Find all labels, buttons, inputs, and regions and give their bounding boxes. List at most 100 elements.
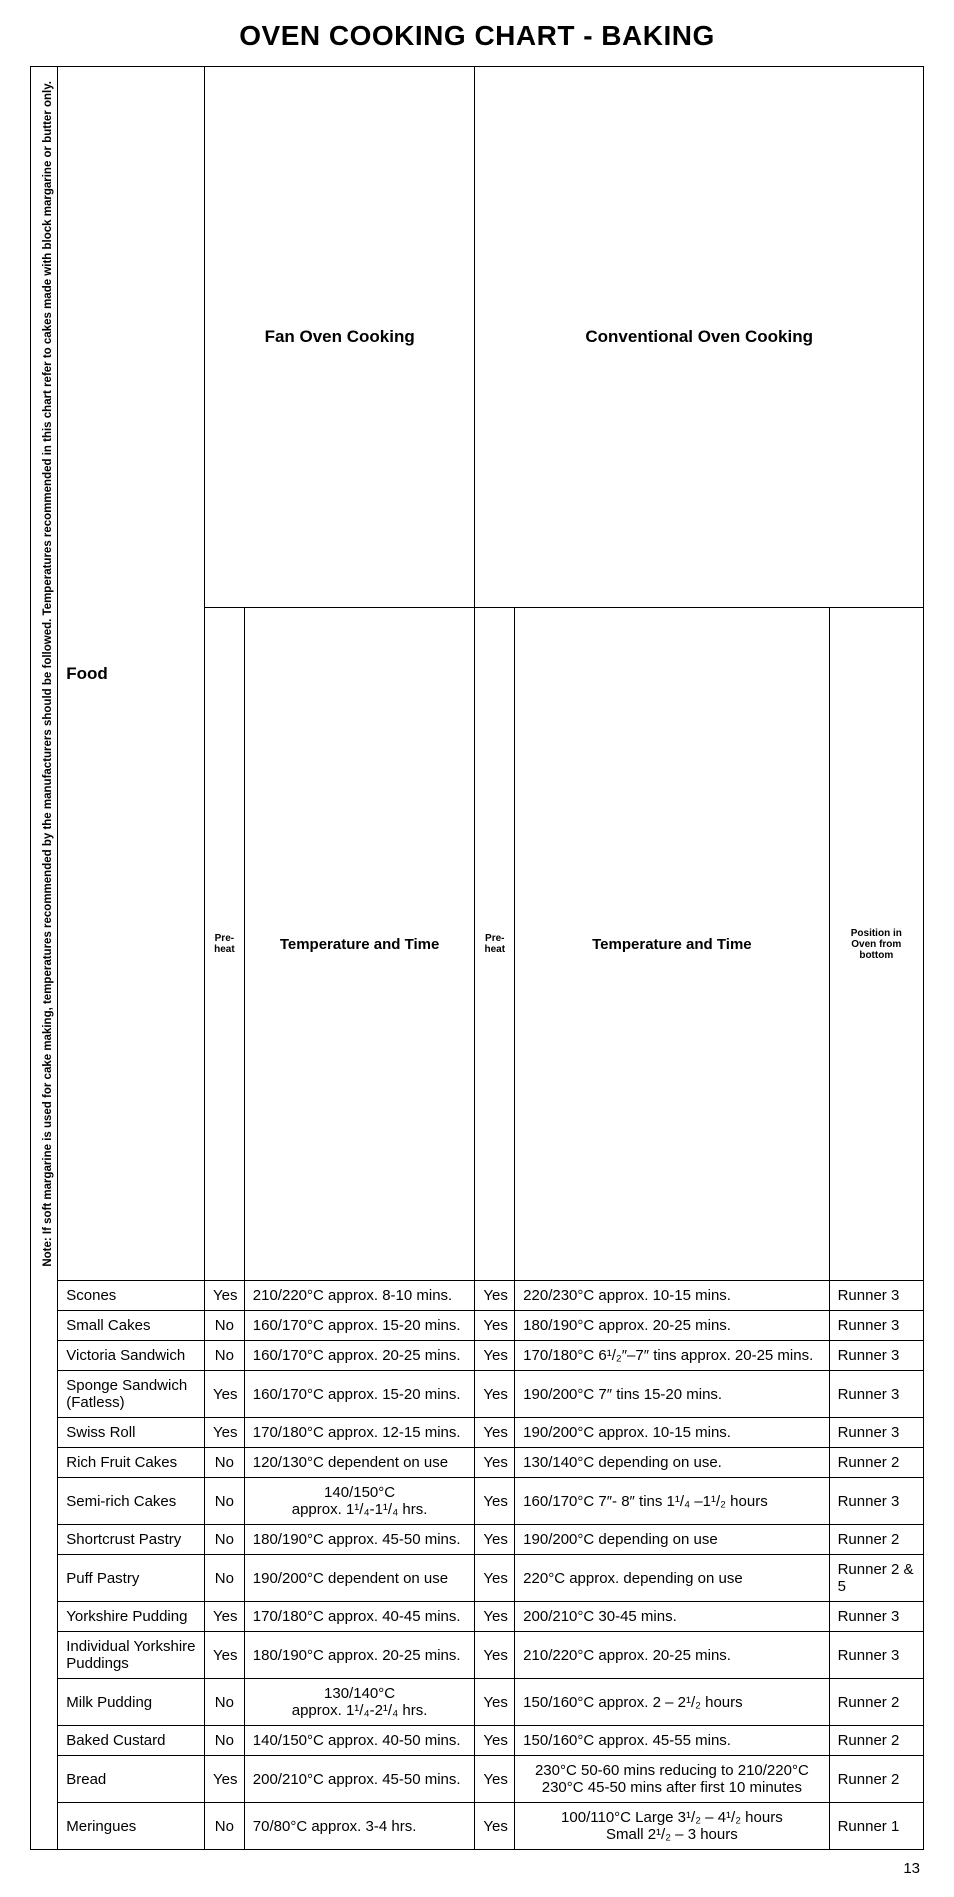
- cell-tt-fan: 160/170°C approx. 20-25 mins.: [244, 1341, 475, 1371]
- table-body: SconesYes210/220°C approx. 8-10 mins.Yes…: [31, 1281, 924, 1850]
- col-temptime-fan: Temperature and Time: [244, 608, 475, 1281]
- col-preheat-fan: Pre-heat: [204, 608, 244, 1281]
- baking-chart-table: Note: If soft margarine is used for cake…: [30, 66, 924, 1850]
- cell-pre-fan: No: [204, 1803, 244, 1850]
- cell-pos: Runner 2: [829, 1679, 923, 1726]
- page-number: 13: [30, 1860, 924, 1877]
- cell-pre-fan: Yes: [204, 1281, 244, 1311]
- cell-tt-fan: 180/190°C approx. 20-25 mins.: [244, 1632, 475, 1679]
- cell-pre-fan: Yes: [204, 1632, 244, 1679]
- cell-tt-fan: 160/170°C approx. 15-20 mins.: [244, 1371, 475, 1418]
- cell-pre-conv: Yes: [475, 1679, 515, 1726]
- cell-pre-fan: Yes: [204, 1371, 244, 1418]
- cell-pos: Runner 2: [829, 1448, 923, 1478]
- cell-pre-conv: Yes: [475, 1602, 515, 1632]
- cell-pre-conv: Yes: [475, 1478, 515, 1525]
- cell-tt-fan: 180/190°C approx. 45-50 mins.: [244, 1525, 475, 1555]
- cell-pos: Runner 3: [829, 1341, 923, 1371]
- cell-pre-fan: Yes: [204, 1418, 244, 1448]
- table-row: Yorkshire PuddingYes170/180°C approx. 40…: [31, 1602, 924, 1632]
- hdr-fan: Fan Oven Cooking: [204, 67, 474, 608]
- cell-pre-fan: No: [204, 1448, 244, 1478]
- cell-food: Semi-rich Cakes: [58, 1478, 205, 1525]
- cell-pre-conv: Yes: [475, 1311, 515, 1341]
- cell-tt-conv: 190/200°C depending on use: [515, 1525, 829, 1555]
- table-row: Swiss RollYes170/180°C approx. 12-15 min…: [31, 1418, 924, 1448]
- cell-pre-fan: No: [204, 1525, 244, 1555]
- col-temptime-conv: Temperature and Time: [515, 608, 829, 1281]
- cell-pre-conv: Yes: [475, 1726, 515, 1756]
- cell-food: Sponge Sandwich (Fatless): [58, 1371, 205, 1418]
- cell-tt-fan: 200/210°C approx. 45-50 mins.: [244, 1756, 475, 1803]
- cell-pre-fan: No: [204, 1555, 244, 1602]
- cell-pos: Runner 3: [829, 1371, 923, 1418]
- table-row: Small CakesNo160/170°C approx. 15-20 min…: [31, 1311, 924, 1341]
- col-preheat-conv: Pre-heat: [475, 608, 515, 1281]
- cell-tt-fan: 70/80°C approx. 3-4 hrs.: [244, 1803, 475, 1850]
- table-row: Sponge Sandwich (Fatless)Yes160/170°C ap…: [31, 1371, 924, 1418]
- note-cell: Note: If soft margarine is used for cake…: [31, 67, 58, 1281]
- hdr-conv: Conventional Oven Cooking: [475, 67, 924, 608]
- cell-pos: Runner 3: [829, 1311, 923, 1341]
- cell-pos: Runner 1: [829, 1803, 923, 1850]
- cell-pre-conv: Yes: [475, 1418, 515, 1448]
- cell-food: Individual Yorkshire Puddings: [58, 1632, 205, 1679]
- page-title: OVEN COOKING CHART - BAKING: [30, 20, 924, 52]
- cell-tt-conv: 160/170°C 7″- 8″ tins 1¹/₄ –1¹/₂ hours: [515, 1478, 829, 1525]
- cell-tt-fan: 190/200°C dependent on use: [244, 1555, 475, 1602]
- table-row: Milk PuddingNo130/140°C approx. 1¹/₄-2¹/…: [31, 1679, 924, 1726]
- cell-pre-conv: Yes: [475, 1525, 515, 1555]
- cell-pre-conv: Yes: [475, 1756, 515, 1803]
- cell-tt-conv: 210/220°C approx. 20-25 mins.: [515, 1632, 829, 1679]
- cell-food: Milk Pudding: [58, 1679, 205, 1726]
- cell-tt-conv: 150/160°C approx. 45-55 mins.: [515, 1726, 829, 1756]
- cell-pre-conv: Yes: [475, 1803, 515, 1850]
- col-position: Position in Oven from bottom: [829, 608, 923, 1281]
- cell-pos: Runner 3: [829, 1478, 923, 1525]
- col-food: Food: [58, 67, 205, 1281]
- cell-pos: Runner 3: [829, 1602, 923, 1632]
- cell-tt-conv: 200/210°C 30-45 mins.: [515, 1602, 829, 1632]
- cell-pre-fan: Yes: [204, 1602, 244, 1632]
- cell-pos: Runner 2: [829, 1726, 923, 1756]
- cell-pre-conv: Yes: [475, 1555, 515, 1602]
- cell-tt-conv: 150/160°C approx. 2 – 2¹/₂ hours: [515, 1679, 829, 1726]
- cell-tt-conv: 180/190°C approx. 20-25 mins.: [515, 1311, 829, 1341]
- table-row: MeringuesNo70/80°C approx. 3-4 hrs.Yes10…: [31, 1803, 924, 1850]
- cell-tt-fan: 170/180°C approx. 40-45 mins.: [244, 1602, 475, 1632]
- cell-tt-conv: 230°C 50-60 mins reducing to 210/220°C 2…: [515, 1756, 829, 1803]
- table-row: Baked CustardNo140/150°C approx. 40-50 m…: [31, 1726, 924, 1756]
- table-row: BreadYes200/210°C approx. 45-50 mins.Yes…: [31, 1756, 924, 1803]
- table-row: Individual Yorkshire PuddingsYes180/190°…: [31, 1632, 924, 1679]
- cell-food: Shortcrust Pastry: [58, 1525, 205, 1555]
- cell-pre-fan: No: [204, 1726, 244, 1756]
- cell-tt-conv: 170/180°C 6¹/₂″–7″ tins approx. 20-25 mi…: [515, 1341, 829, 1371]
- cell-food: Scones: [58, 1281, 205, 1311]
- cell-food: Puff Pastry: [58, 1555, 205, 1602]
- cell-pre-conv: Yes: [475, 1341, 515, 1371]
- cell-food: Rich Fruit Cakes: [58, 1448, 205, 1478]
- cell-food: Meringues: [58, 1803, 205, 1850]
- table-row: SconesYes210/220°C approx. 8-10 mins.Yes…: [31, 1281, 924, 1311]
- cell-tt-conv: 130/140°C depending on use.: [515, 1448, 829, 1478]
- cell-pos: Runner 3: [829, 1418, 923, 1448]
- cell-tt-fan: 130/140°C approx. 1¹/₄-2¹/₄ hrs.: [244, 1679, 475, 1726]
- cell-tt-fan: 170/180°C approx. 12-15 mins.: [244, 1418, 475, 1448]
- cell-food: Bread: [58, 1756, 205, 1803]
- note-text: Note: If soft margarine is used for cake…: [39, 73, 57, 1275]
- cell-tt-fan: 210/220°C approx. 8-10 mins.: [244, 1281, 475, 1311]
- cell-tt-conv: 190/200°C approx. 10-15 mins.: [515, 1418, 829, 1448]
- cell-pos: Runner 3: [829, 1281, 923, 1311]
- cell-tt-fan: 140/150°C approx. 1¹/₄-1¹/₄ hrs.: [244, 1478, 475, 1525]
- cell-pre-fan: No: [204, 1341, 244, 1371]
- cell-tt-conv: 220/230°C approx. 10-15 mins.: [515, 1281, 829, 1311]
- table-row: Victoria SandwichNo160/170°C approx. 20-…: [31, 1341, 924, 1371]
- cell-pos: Runner 2 & 5: [829, 1555, 923, 1602]
- cell-pre-fan: No: [204, 1478, 244, 1525]
- cell-pos: Runner 2: [829, 1525, 923, 1555]
- cell-pos: Runner 2: [829, 1756, 923, 1803]
- table-row: Puff PastryNo190/200°C dependent on useY…: [31, 1555, 924, 1602]
- note-cell-body: [31, 1281, 58, 1850]
- cell-food: Baked Custard: [58, 1726, 205, 1756]
- cell-pre-fan: No: [204, 1311, 244, 1341]
